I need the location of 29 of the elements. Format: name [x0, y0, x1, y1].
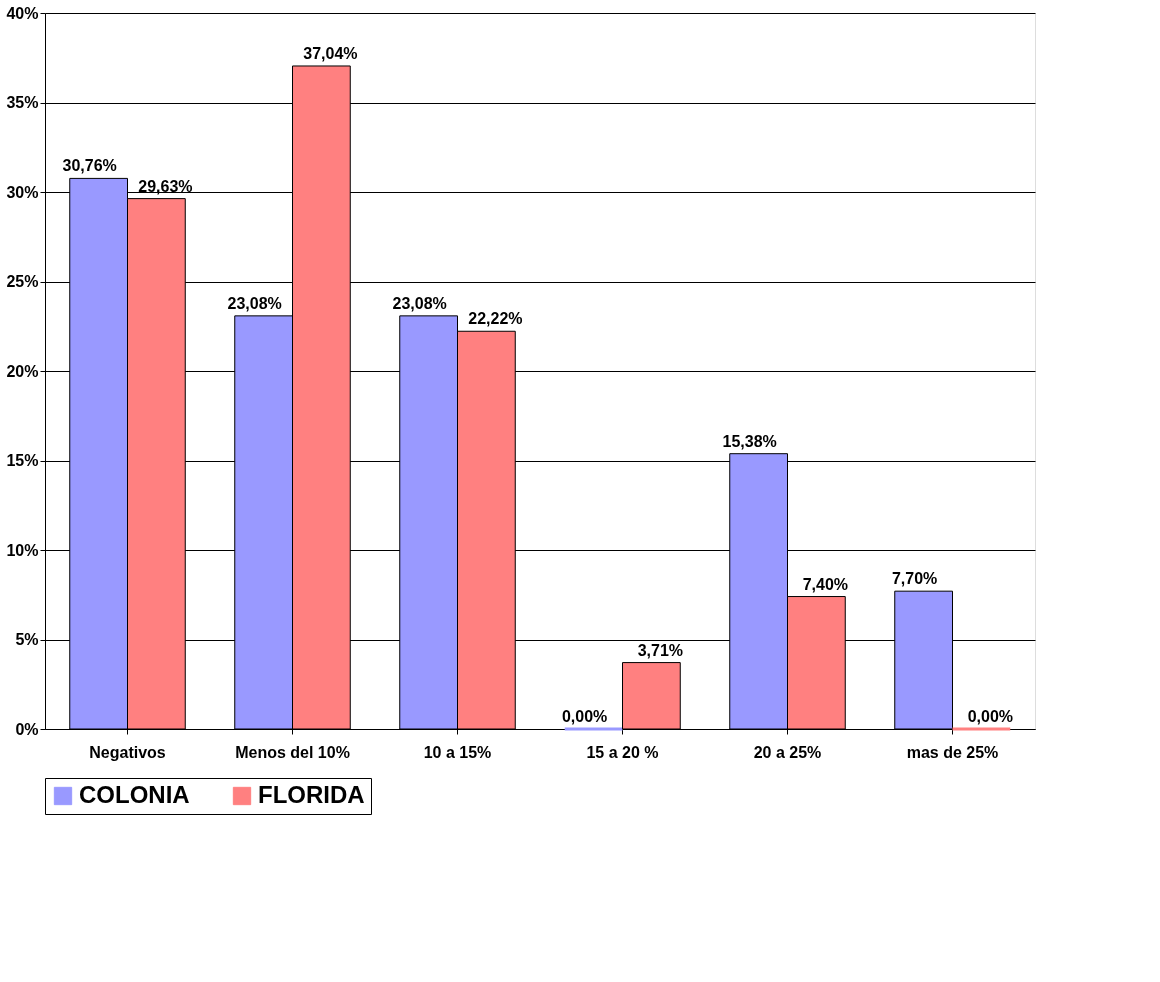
y-tick-label: 40%: [6, 4, 39, 22]
x-tick-label: Menos del 10%: [235, 743, 350, 761]
data-label: 29,63%: [138, 177, 193, 195]
data-label: 3,71%: [637, 641, 684, 659]
y-tick-label: 10%: [6, 541, 39, 559]
x-tick-label: mas de 25%: [906, 743, 999, 761]
data-label: 7,40%: [802, 575, 849, 593]
x-tick-label: 15 a 20 %: [586, 743, 659, 761]
y-tick-label: 20%: [6, 362, 39, 380]
data-label: 23,08%: [227, 294, 282, 312]
y-tick-label: 5%: [15, 631, 39, 648]
y-tick-label: 25%: [6, 273, 39, 290]
y-tick-label: 0%: [15, 720, 39, 738]
data-label: 23,08%: [392, 294, 447, 312]
x-tick-label: 10 a 15%: [423, 743, 492, 761]
data-label: 30,76%: [62, 157, 117, 175]
y-tick-label: 30%: [6, 183, 39, 201]
data-label: 22,22%: [468, 310, 523, 328]
data-label: 37,04%: [303, 44, 358, 62]
data-label: 0,00%: [967, 708, 1014, 725]
data-label: 0,00%: [561, 708, 608, 725]
y-tick-label: 15%: [6, 452, 39, 469]
legend-label: COLONIA: [79, 781, 190, 808]
legend-label: FLORIDA: [258, 781, 365, 808]
x-tick-label: 20 a 25%: [753, 743, 822, 761]
x-tick-label: Negativos: [89, 743, 166, 761]
data-label: 15,38%: [722, 432, 777, 450]
data-label: 7,70%: [891, 570, 938, 588]
y-tick-label: 35%: [6, 94, 39, 111]
